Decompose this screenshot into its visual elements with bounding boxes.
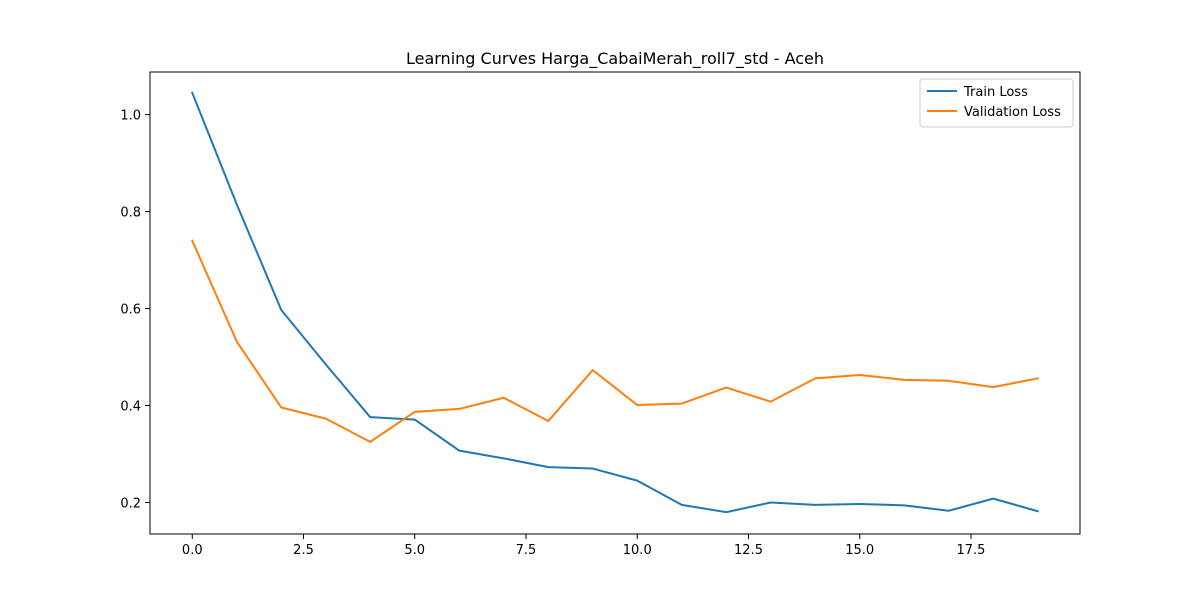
x-tick-label: 10.0 — [623, 543, 652, 558]
legend-box — [919, 78, 1074, 128]
x-tick-label: 15.0 — [845, 543, 874, 558]
plot-area-frame — [149, 71, 1081, 535]
chart-title: Learning Curves Harga_CabaiMerah_roll7_s… — [406, 49, 824, 69]
legend: Train Loss Validation Loss — [919, 78, 1074, 128]
y-axis: 0.2 0.4 0.6 0.8 1.0 — [120, 109, 150, 511]
legend-label-train-loss: Train Loss — [963, 85, 1028, 100]
y-tick-label: 1.0 — [120, 109, 141, 124]
series-line-validation-loss — [190, 239, 1039, 443]
x-tick-label: 7.5 — [516, 543, 537, 558]
x-tick-label: 0.0 — [182, 543, 203, 558]
x-axis: 0.0 2.5 5.0 7.5 10.0 12.5 15.0 17.5 — [182, 534, 986, 558]
x-tick-label: 2.5 — [293, 543, 314, 558]
x-tick-label: 17.5 — [957, 543, 986, 558]
y-tick-label: 0.4 — [120, 400, 141, 415]
x-tick-label: 12.5 — [734, 543, 763, 558]
series-line-train-loss — [190, 91, 1039, 514]
series-layer — [190, 91, 1039, 514]
x-tick-label: 5.0 — [404, 543, 425, 558]
y-tick-label: 0.8 — [120, 206, 141, 221]
y-tick-label: 0.2 — [120, 496, 141, 511]
y-tick-label: 0.6 — [120, 303, 141, 318]
legend-label-validation-loss: Validation Loss — [964, 105, 1061, 120]
